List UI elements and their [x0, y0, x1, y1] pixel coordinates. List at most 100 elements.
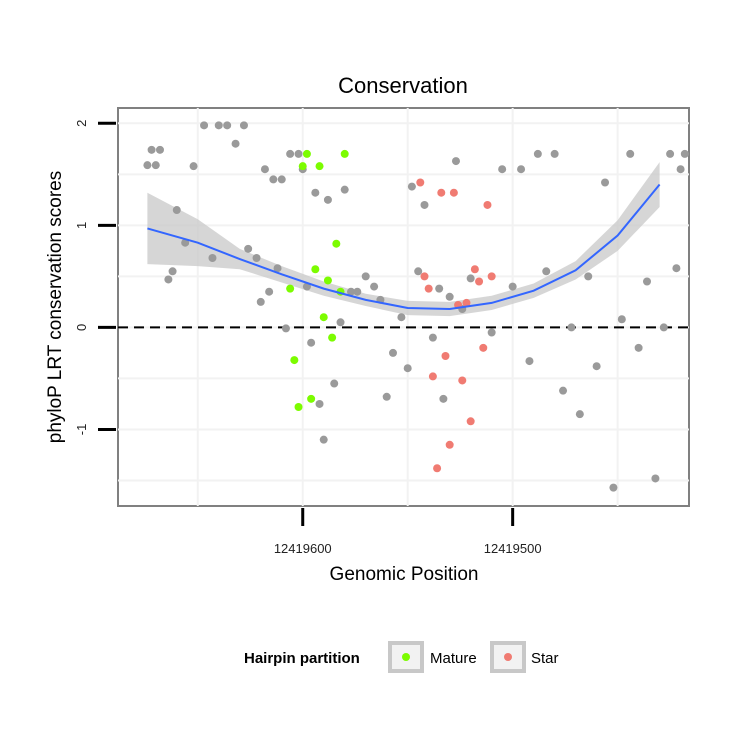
data-point-other: [323, 195, 332, 204]
data-point-star: [470, 265, 479, 274]
data-point-other: [584, 272, 593, 281]
legend-key-mature: [402, 653, 410, 661]
data-point-other: [666, 149, 675, 158]
data-point-other: [498, 165, 507, 174]
data-point-other: [164, 275, 173, 284]
data-point-star: [424, 284, 433, 293]
data-point-other: [286, 149, 295, 158]
data-point-other: [508, 282, 517, 291]
data-point-other: [634, 343, 643, 352]
legend-label-star: Star: [531, 650, 559, 667]
smooth-trend-line: [147, 183, 661, 311]
data-point-star: [420, 272, 429, 281]
data-point-other: [414, 267, 423, 276]
x-axis-title: Genomic Position: [330, 564, 479, 585]
data-point-other: [517, 165, 526, 174]
legend-title: Hairpin partition: [244, 650, 360, 667]
data-point-star: [416, 178, 425, 187]
data-point-other: [651, 474, 660, 483]
data-point-other: [223, 121, 232, 130]
data-point-other: [260, 165, 269, 174]
data-point-other: [189, 162, 198, 171]
data-point-star: [433, 464, 442, 473]
data-point-other: [550, 149, 559, 158]
data-point-other: [439, 394, 448, 403]
legend-label-mature: Mature: [430, 650, 477, 667]
data-point-other: [330, 379, 339, 388]
data-point-other: [252, 254, 261, 263]
data-point-star: [483, 200, 492, 209]
data-point-other: [407, 182, 416, 191]
x-tick-label: 12419600: [274, 541, 332, 556]
data-point-other: [626, 149, 635, 158]
y-tick-label: 1: [74, 222, 89, 229]
data-point-other: [451, 157, 460, 166]
data-point-other: [575, 410, 584, 419]
data-points: [143, 121, 689, 492]
legend-item-star: Star: [490, 641, 559, 673]
data-point-other: [315, 399, 324, 408]
data-point-other: [542, 267, 551, 276]
data-point-other: [269, 175, 278, 184]
data-point-other: [147, 145, 156, 154]
legend-key-star: [504, 653, 512, 661]
confidence-band: [147, 162, 660, 317]
data-point-mature: [302, 149, 311, 158]
data-point-other: [659, 323, 668, 332]
data-point-star: [479, 343, 488, 352]
data-point-other: [155, 145, 164, 154]
data-point-mature: [294, 403, 303, 412]
data-point-other: [403, 364, 412, 373]
data-point-other: [382, 392, 391, 401]
data-point-other: [445, 292, 454, 301]
data-point-mature: [340, 149, 349, 158]
data-point-other: [273, 264, 282, 273]
data-point-other: [370, 282, 379, 291]
data-point-other: [244, 244, 253, 253]
data-point-other: [307, 338, 316, 347]
data-point-other: [340, 185, 349, 194]
data-point-other: [559, 386, 568, 395]
data-point-other: [214, 121, 223, 130]
data-point-other: [428, 333, 437, 342]
data-point-mature: [311, 265, 320, 274]
data-point-other: [208, 254, 217, 263]
plot-panel: [117, 107, 690, 507]
y-tick-label: 0: [74, 324, 89, 331]
data-point-other: [143, 161, 152, 170]
data-point-other: [347, 287, 356, 296]
data-point-other: [609, 483, 618, 492]
grid-lines: [118, 108, 689, 506]
y-axis: -1 0 1 2: [74, 120, 116, 435]
data-point-other: [311, 188, 320, 197]
data-point-mature: [290, 356, 299, 365]
data-point-other: [361, 272, 370, 281]
data-point-other: [168, 267, 177, 276]
data-point-other: [525, 357, 534, 366]
data-point-other: [200, 121, 209, 130]
data-point-mature: [332, 239, 341, 248]
data-point-mature: [307, 394, 316, 403]
data-point-other: [601, 178, 610, 187]
data-point-other: [435, 284, 444, 293]
data-point-star: [462, 298, 471, 307]
data-point-other: [151, 161, 160, 170]
data-point-other: [643, 277, 652, 286]
y-axis-title: phyloP LRT conservation scores: [45, 171, 66, 444]
data-point-other: [676, 165, 685, 174]
data-point-other: [256, 297, 265, 306]
chart-title: Conservation: [338, 73, 468, 98]
data-point-mature: [319, 313, 328, 322]
y-tick-label: 2: [74, 120, 89, 127]
data-point-star: [441, 351, 450, 360]
data-point-other: [397, 313, 406, 322]
data-point-other: [487, 328, 496, 337]
data-point-other: [617, 315, 626, 324]
data-point-mature: [286, 284, 295, 293]
data-point-star: [449, 188, 458, 197]
data-point-other: [319, 435, 328, 444]
data-point-other: [294, 149, 303, 158]
x-tick-label: 12419500: [484, 541, 542, 556]
data-point-star: [437, 188, 446, 197]
legend: Hairpin partition Mature Star: [244, 641, 559, 673]
